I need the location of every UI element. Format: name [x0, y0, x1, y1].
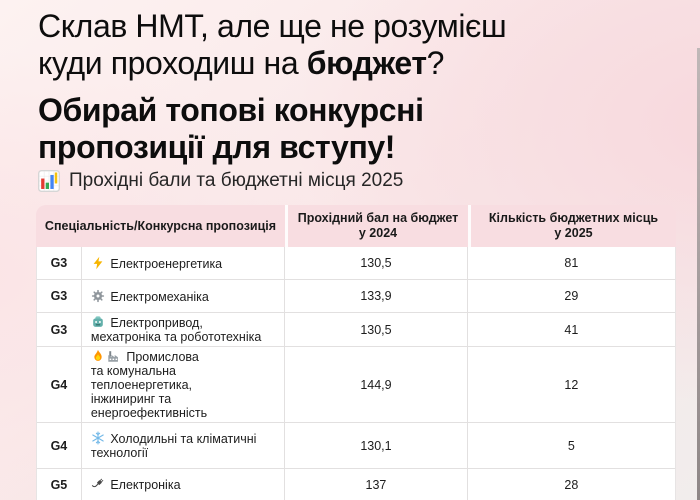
admissions-table: Спеціальність/Конкурсна пропозиція Прохі… — [36, 205, 676, 500]
places-2025-cell: 29 — [564, 289, 579, 303]
group-cell: G4 — [37, 423, 82, 468]
headline: Склав НМТ, але ще не розумієш куди прохо… — [0, 0, 700, 82]
specialty-label: Електромеханіка — [91, 289, 209, 304]
subheadline-line2: пропозиції для вступу! — [38, 129, 396, 165]
right-edge-shadow — [697, 48, 700, 500]
group-cell: G3 — [37, 247, 82, 279]
headline-line1: Склав НМТ, але ще не розумієш — [38, 8, 507, 44]
table-row: G3 Електропривод, мехатроніка та роботот… — [37, 313, 675, 347]
specialty-cell: Електропривод, мехатроніка та робототехн… — [82, 313, 286, 346]
specialty-cell: Промислова та комунальна теплоенергетика… — [82, 347, 286, 422]
table-row: G3 Електроенергетика 130,5 81 — [37, 247, 675, 280]
group-cell: G3 — [37, 313, 82, 346]
table-row: G4 Промислова та комунальна теплоенергет… — [37, 347, 675, 423]
places-2025-cell: 81 — [564, 256, 579, 270]
specialty-label: Промислова та комунальна теплоенергетика… — [90, 349, 208, 420]
score-2024-cell: 130,5 — [285, 313, 468, 346]
snowflake-icon — [91, 431, 105, 445]
score-2024-cell: 130,1 — [285, 423, 468, 468]
score-2024-cell: 137 — [285, 469, 468, 500]
places-2025-cell: 5 — [567, 438, 575, 453]
score-2024-cell: 133,9 — [285, 280, 468, 312]
specialty-label: Електропривод, мехатроніка та робототехн… — [90, 315, 262, 344]
headline-budget-bold: бюджет — [306, 45, 427, 81]
plug-icon — [91, 477, 105, 491]
score-2024-cell: 130,5 — [285, 247, 468, 279]
places-2025-cell: 12 — [564, 377, 579, 392]
specialty-label: Холодильні та кліматичні технології — [90, 431, 257, 460]
specialty-label: Електроенергетика — [91, 256, 222, 271]
fire-icon — [91, 349, 105, 363]
specialty-cell: Електроенергетика — [82, 247, 286, 279]
table-row: G3 Електромеханіка 133,9 29 — [37, 280, 675, 313]
gear-icon — [91, 289, 105, 303]
specialty-cell: Електроніка — [82, 469, 286, 500]
lightning-icon — [91, 256, 105, 270]
subheadline: Обирай топові конкурсні пропозиції для в… — [0, 82, 700, 166]
places-2025-cell: 41 — [564, 322, 579, 337]
col-header-places-2025: Кількість бюджетних місць у 2025 — [471, 205, 676, 247]
bar-chart-icon — [38, 170, 60, 192]
places-2025-cell: 28 — [564, 477, 579, 492]
headline-line2-prefix: куди проходиш на — [38, 45, 307, 81]
specialty-label: Електроніка — [91, 477, 181, 492]
table-row: G5 Електроніка 137 28 — [37, 469, 675, 500]
specialty-cell: Електромеханіка — [82, 280, 286, 312]
group-cell: G4 — [37, 347, 82, 422]
group-cell: G3 — [37, 280, 82, 312]
score-2024-cell: 144,9 — [285, 347, 468, 422]
table-header-row: Спеціальність/Конкурсна пропозиція Прохі… — [36, 205, 676, 247]
header-gap — [285, 205, 288, 247]
section-header: Прохідні бали та бюджетні місця 2025 — [38, 170, 403, 192]
col-header-score-2024: Прохідний бал на бюджет у 2024 — [288, 205, 468, 247]
group-cell: G5 — [37, 469, 82, 500]
section-title: Прохідні бали та бюджетні місця 2025 — [69, 170, 404, 191]
headline-question-mark: ? — [426, 45, 445, 81]
robot-icon — [91, 315, 105, 329]
col-header-specialty: Спеціальність/Конкурсна пропозиція — [36, 205, 285, 247]
header-gap — [468, 205, 471, 247]
specialty-cell: Холодильні та кліматичні технології — [82, 423, 286, 468]
table-row: G4 Холодильні та кліматичні технології 1… — [37, 423, 675, 469]
subheadline-line1: Обирай топові конкурсні — [38, 92, 424, 128]
table-body: G3 Електроенергетика 130,5 81 G3 Електро… — [36, 247, 676, 500]
factory-icon — [107, 349, 121, 363]
